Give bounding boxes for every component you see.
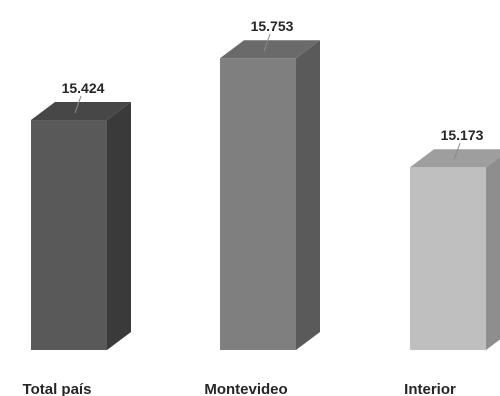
bar-2 — [220, 40, 320, 350]
value-label-1: 15.424 — [62, 80, 105, 96]
bar-3 — [410, 149, 500, 350]
bar-top-face — [220, 40, 320, 59]
bar-front-face — [410, 167, 486, 350]
category-label-1: Total país — [23, 381, 92, 396]
bar-side-face — [296, 40, 320, 350]
value-leader-line — [74, 95, 82, 114]
bar-side-face — [486, 156, 500, 350]
bar-top-face — [31, 102, 131, 121]
value-leader-line — [453, 143, 461, 161]
bar-1 — [31, 102, 131, 350]
bars-group — [31, 40, 500, 350]
bar-front-face — [31, 120, 107, 350]
bar-side-face — [107, 102, 131, 350]
value-label-2: 15.753 — [251, 18, 294, 34]
bar-front-face — [220, 58, 296, 350]
value-label-3: 15.173 — [441, 127, 484, 143]
category-label-3: Interior — [404, 381, 456, 396]
labels-group: 15.424 Total país 15.753 Montevideo 15.173 In… — [23, 18, 484, 396]
category-label-2: Montevideo — [204, 381, 287, 396]
value-leader-line — [263, 34, 271, 52]
